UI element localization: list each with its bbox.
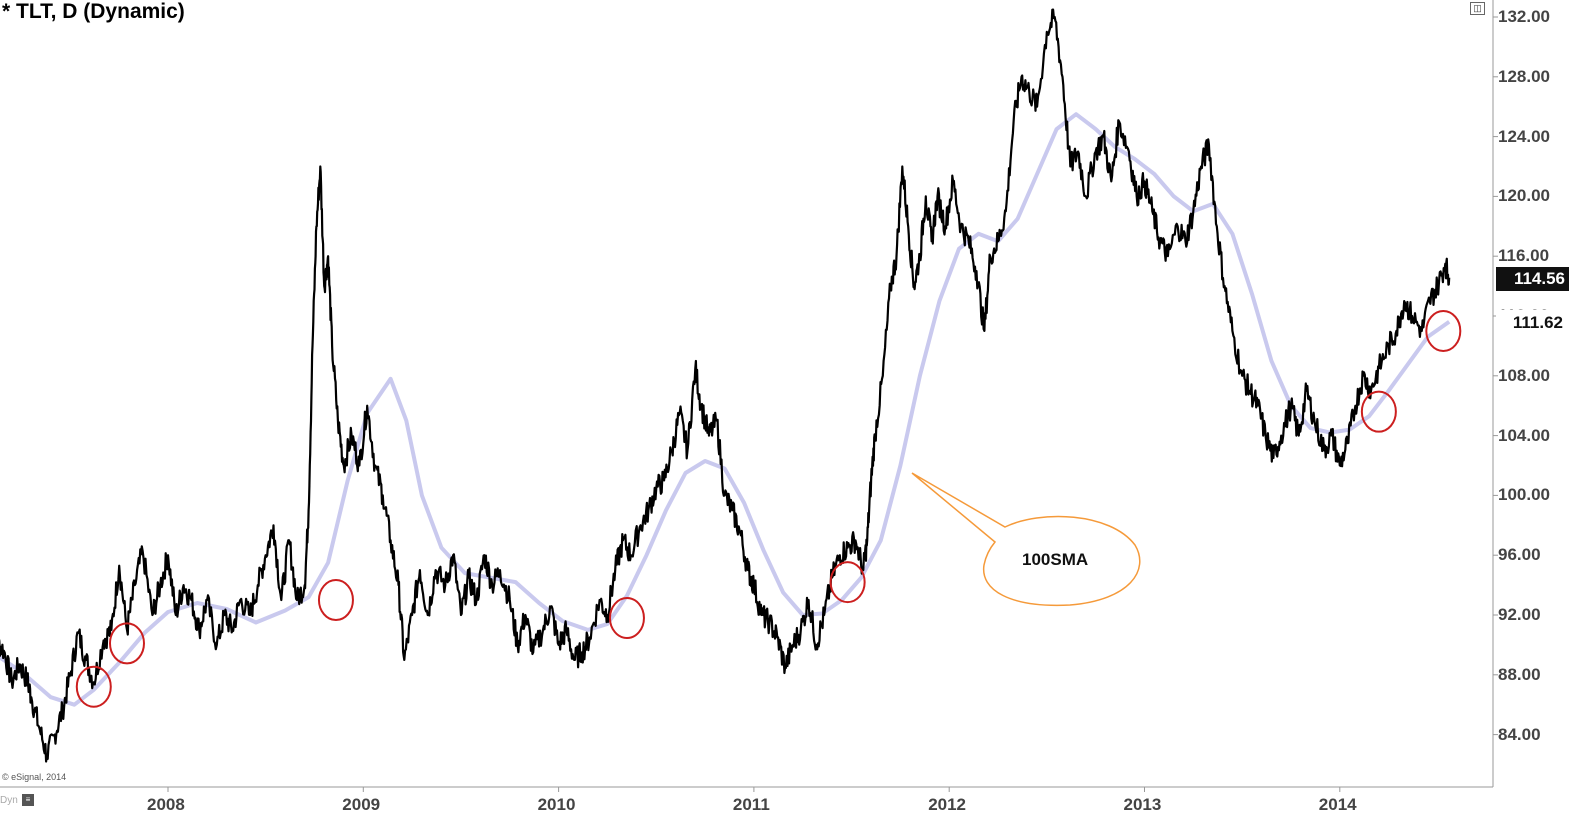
last-price-tag: 114.56 (1496, 267, 1569, 291)
y-tick-label: 120.00 (1498, 186, 1550, 206)
dyn-label: Dyn (0, 795, 18, 806)
x-tick-label: 2012 (928, 795, 967, 814)
y-tick-label: 108.00 (1498, 365, 1550, 385)
y-tick-label: 104.00 (1498, 425, 1550, 445)
y-tick-label: 96.00 (1498, 545, 1541, 565)
y-tick-label: 100.00 (1498, 485, 1550, 505)
sma-touch-circle (108, 622, 145, 665)
x-tick-label: 2011 (732, 795, 770, 814)
sma-touch-circle (829, 561, 866, 604)
y-tick-label: 88.00 (1498, 664, 1541, 684)
y-tick-label: 124.00 (1498, 126, 1550, 146)
x-tick-label: 2014 (1318, 795, 1357, 814)
y-tick-label: 132.00 (1498, 7, 1550, 26)
y-tick-label: 84.00 (1498, 724, 1541, 744)
y-tick-label: 128.00 (1498, 66, 1550, 86)
chart-settings-icon[interactable]: ≡ (22, 794, 34, 806)
annotation-callout (911, 472, 1141, 607)
restore-window-icon[interactable]: ◫ (1470, 2, 1485, 15)
sma-touch-circle (317, 579, 354, 622)
y-tick-label: 92.00 (1498, 605, 1541, 624)
sma-value-tag: 111.62 (1496, 310, 1569, 336)
sma-touch-circle (75, 665, 112, 708)
sma-touch-circle (608, 596, 645, 639)
x-tick-label: 2008 (147, 795, 185, 814)
y-tick-label: 116.00 (1498, 246, 1550, 266)
annotation-label: 100SMA (1022, 550, 1089, 569)
chart-title: * TLT, D (Dynamic) (2, 0, 185, 23)
axis-layer (0, 0, 1498, 792)
copyright-text: © eSignal, 2014 (2, 772, 67, 782)
x-tick-label: 2010 (537, 795, 576, 814)
sma-line (0, 112, 1451, 707)
x-tick-label: 2013 (1123, 795, 1162, 814)
sma-touch-markers (75, 309, 1462, 708)
sma-touch-circle (1425, 309, 1462, 352)
x-tick-label: 2009 (342, 795, 381, 814)
price-line (0, 8, 1451, 763)
sma-touch-circle (1360, 390, 1397, 433)
